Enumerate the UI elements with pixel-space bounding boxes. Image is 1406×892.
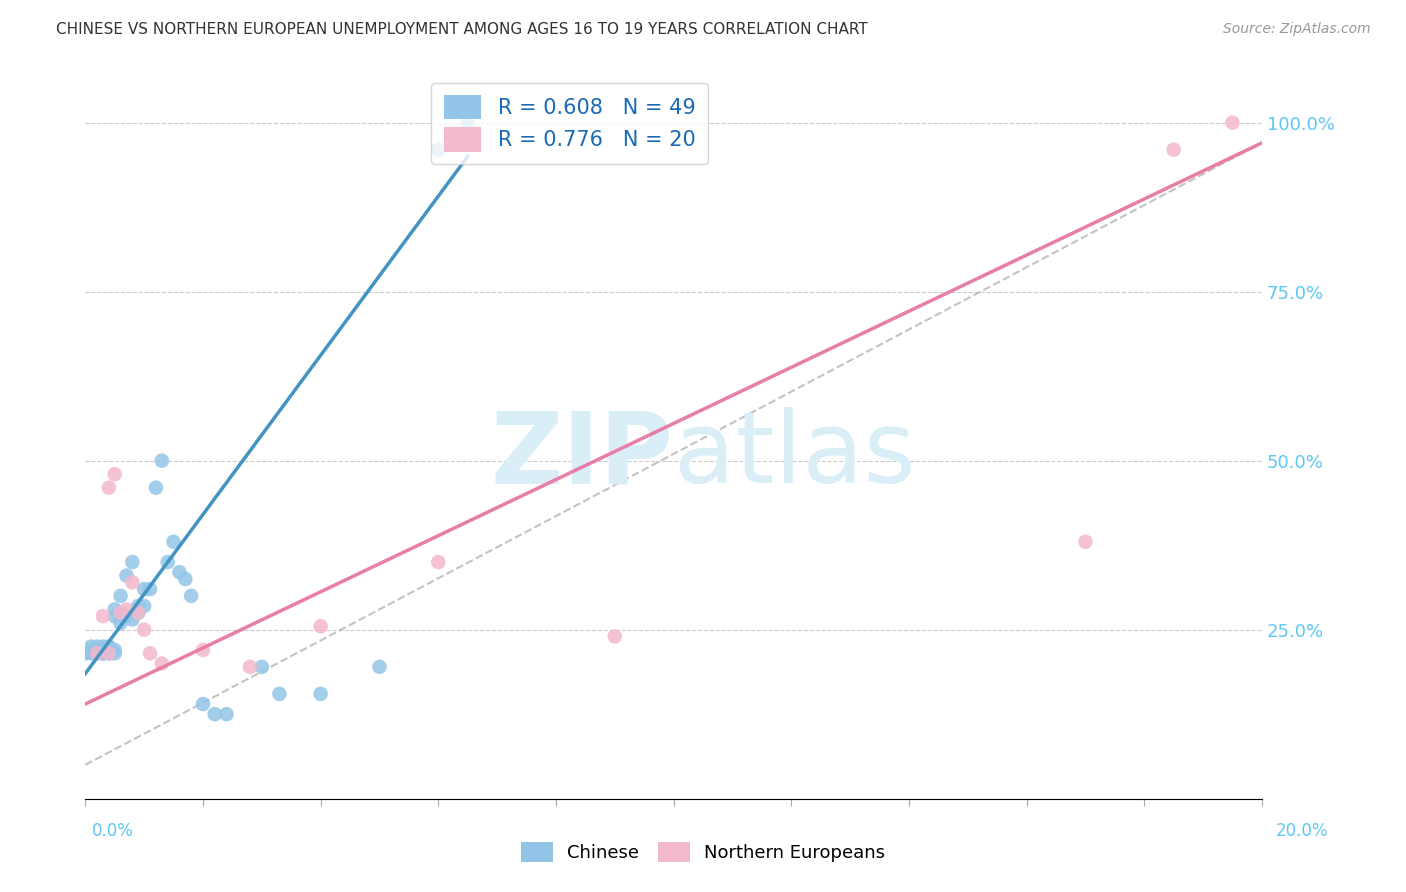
Point <box>91 646 114 660</box>
Point <box>91 643 114 657</box>
Point <box>204 707 226 722</box>
Point <box>121 575 143 590</box>
Point <box>134 599 156 613</box>
Point <box>91 643 114 657</box>
Point <box>97 643 120 657</box>
Text: Source: ZipAtlas.com: Source: ZipAtlas.com <box>1223 22 1371 37</box>
Point <box>180 589 202 603</box>
Point <box>139 646 162 660</box>
Point <box>139 582 162 596</box>
Point <box>104 609 127 624</box>
Point <box>80 640 103 654</box>
Point <box>104 602 127 616</box>
Text: 20.0%: 20.0% <box>1277 822 1329 840</box>
Point <box>156 555 179 569</box>
Legend: R = 0.608   N = 49, R = 0.776   N = 20: R = 0.608 N = 49, R = 0.776 N = 20 <box>432 83 709 164</box>
Point <box>134 582 156 596</box>
Point <box>215 707 238 722</box>
Point <box>603 629 626 643</box>
Text: 0.0%: 0.0% <box>91 822 134 840</box>
Text: atlas: atlas <box>673 407 915 504</box>
Point <box>97 481 120 495</box>
Text: ZIP: ZIP <box>491 407 673 504</box>
Point <box>86 646 108 660</box>
Point <box>104 467 127 482</box>
Point <box>368 660 391 674</box>
Point <box>97 640 120 654</box>
Point <box>134 623 156 637</box>
Legend: Chinese, Northern Europeans: Chinese, Northern Europeans <box>513 834 893 870</box>
Point <box>91 609 114 624</box>
Point <box>86 646 108 660</box>
Point <box>91 646 114 660</box>
Point <box>86 640 108 654</box>
Point <box>169 565 191 579</box>
Point <box>115 609 138 624</box>
Point <box>457 115 479 129</box>
Point <box>97 646 120 660</box>
Point <box>80 643 103 657</box>
Point <box>110 606 132 620</box>
Point <box>269 687 291 701</box>
Point <box>121 613 143 627</box>
Point <box>150 453 173 467</box>
Point <box>91 640 114 654</box>
Point <box>75 646 97 660</box>
Point <box>174 572 197 586</box>
Point <box>127 599 149 613</box>
Point <box>110 615 132 630</box>
Point <box>127 606 149 620</box>
Point <box>127 606 149 620</box>
Point <box>97 646 120 660</box>
Point <box>250 660 273 674</box>
Point <box>162 534 184 549</box>
Text: CHINESE VS NORTHERN EUROPEAN UNEMPLOYMENT AMONG AGES 16 TO 19 YEARS CORRELATION : CHINESE VS NORTHERN EUROPEAN UNEMPLOYMEN… <box>56 22 868 37</box>
Point <box>115 602 138 616</box>
Point <box>104 646 127 660</box>
Point <box>110 606 132 620</box>
Point <box>309 619 332 633</box>
Point <box>427 143 450 157</box>
Point <box>121 555 143 569</box>
Point <box>309 687 332 701</box>
Point <box>86 643 108 657</box>
Point <box>1163 143 1185 157</box>
Point <box>150 657 173 671</box>
Point <box>80 646 103 660</box>
Point <box>97 640 120 654</box>
Point <box>1222 115 1244 129</box>
Point <box>239 660 262 674</box>
Point <box>191 697 214 711</box>
Point <box>110 589 132 603</box>
Point <box>115 568 138 582</box>
Point <box>104 643 127 657</box>
Point <box>86 643 108 657</box>
Point <box>427 555 450 569</box>
Point <box>1074 534 1097 549</box>
Point <box>145 481 167 495</box>
Point <box>191 643 214 657</box>
